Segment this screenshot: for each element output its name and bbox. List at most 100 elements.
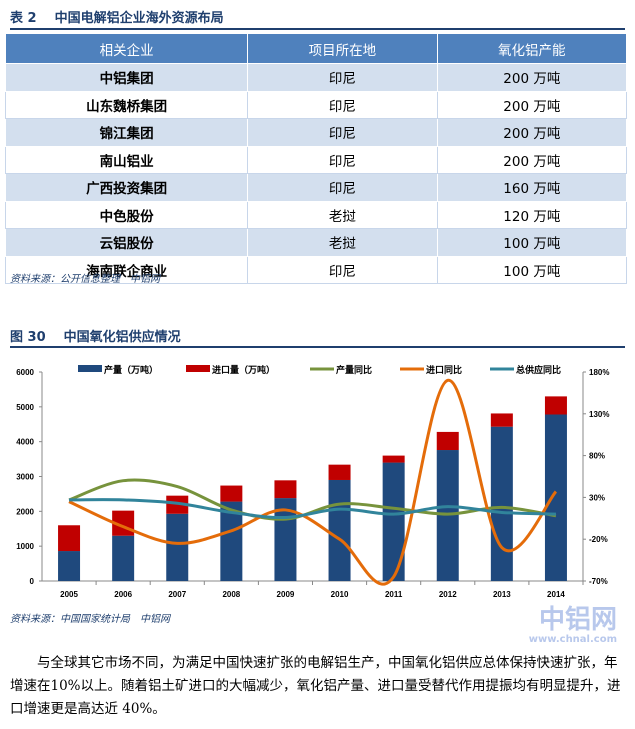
legend-label: 总供应同比 [516, 364, 561, 375]
bar-production [544, 414, 567, 581]
bar-import [544, 396, 567, 415]
table-cell: 云铝股份 [4, 228, 249, 257]
table-cell: 印尼 [247, 63, 438, 92]
bar-production [220, 501, 243, 581]
line-series-2 [69, 498, 556, 520]
figure-number: 图 30 [10, 330, 46, 345]
table-cell: 老挝 [247, 228, 438, 257]
column-header: 相关企业 [4, 33, 249, 64]
x-tick-label: 2012 [439, 590, 457, 599]
table-cell: 160 万吨 [436, 173, 628, 202]
table-row: 中铝集团 印尼 200 万吨 [4, 63, 628, 92]
table-cell: 100 万吨 [436, 228, 628, 257]
chart: 0 1000 2000 3000 4000 5000 6000 -70% -20% 30% 80% 1… [16, 364, 609, 599]
legend-label: 产量（万吨） [104, 364, 158, 375]
table-row: 云铝股份 老挝 100 万吨 [4, 228, 628, 257]
divider [10, 28, 625, 30]
body-paragraph: 与全球其它市场不同，为满足中国快速扩张的电解铝生产，中国氧化铝供应总体保持快速扩… [10, 655, 621, 717]
legend-swatch [186, 365, 210, 372]
figure-caption: 图 30 中国氧化铝供应情况 [10, 326, 199, 345]
table-cell: 印尼 [247, 255, 438, 284]
table-header: 相关企业 项目所在地 氧化铝产能 [4, 33, 628, 64]
table-cell: 南山铝业 [4, 145, 249, 174]
table-row: 锦江集团 印尼 200 万吨 [4, 118, 628, 147]
column-header: 项目所在地 [247, 33, 438, 64]
legend-label: 进口同比 [426, 364, 462, 375]
x-tick-label: 2005 [60, 590, 78, 599]
legend-label: 进口量（万吨） [212, 364, 275, 375]
x-tick-label: 2009 [277, 590, 295, 599]
y-left-tick-label: 5000 [16, 403, 34, 412]
x-tick-label: 2013 [493, 590, 511, 599]
table-title: 中国电解铝企业海外资源布局 [54, 11, 224, 26]
bar-production [490, 426, 513, 581]
x-tick-label: 2007 [168, 590, 186, 599]
y-right-tick-label: -20% [589, 535, 608, 544]
bar-import [328, 464, 351, 480]
table-row: 海南联企商业 印尼 100 万吨 [4, 255, 628, 284]
x-tick-label: 2008 [222, 590, 240, 599]
bar-production [328, 479, 351, 581]
figure-source: 资料来源：中国国家统计局 中铝网 [10, 614, 170, 625]
y-right-tick-label: 130% [589, 410, 609, 419]
table-number: 表 2 [10, 11, 37, 26]
figure-title: 中国氧化铝供应情况 [63, 330, 181, 345]
x-tick-label: 2011 [385, 590, 403, 599]
x-tick-label: 2014 [547, 590, 565, 599]
y-right-tick-label: 30% [589, 493, 605, 502]
watermark-url: www.chnal.com [528, 634, 617, 645]
y-right-tick-label: 80% [589, 452, 605, 461]
x-tick-label: 2010 [331, 590, 349, 599]
table-cell: 山东魏桥集团 [4, 90, 249, 119]
table-cell: 印尼 [247, 90, 438, 119]
watermark-text: 中铝网 [538, 605, 617, 635]
line-series-1 [68, 378, 558, 586]
table-cell: 200 万吨 [436, 63, 628, 92]
bar-import [274, 480, 297, 499]
y-left-tick-label: 0 [30, 577, 35, 586]
table-cell: 中色股份 [4, 200, 249, 229]
bar-production [112, 535, 135, 581]
bar-import [490, 413, 513, 427]
column-header: 氧化铝产能 [436, 33, 628, 64]
y-left-tick-label: 6000 [16, 368, 34, 377]
x-tick-label: 2006 [114, 590, 132, 599]
table-row: 中色股份 老挝 120 万吨 [4, 200, 628, 229]
table-cell: 100 万吨 [436, 255, 628, 284]
bar-import [220, 485, 243, 502]
table-source: 资料来源：公开信息整理 中铝网 [10, 274, 160, 285]
y-right-tick-label: -70% [589, 577, 608, 586]
table-cell: 200 万吨 [436, 90, 628, 119]
table-cell: 中铝集团 [4, 63, 249, 92]
divider [10, 346, 625, 348]
table-cell: 印尼 [247, 118, 438, 147]
bar-import [436, 431, 459, 451]
table-cell: 老挝 [247, 200, 438, 229]
y-left-tick-label: 1000 [16, 542, 34, 551]
table-caption: 表 2 中国电解铝企业海外资源布局 [10, 7, 242, 26]
table-cell: 200 万吨 [436, 118, 628, 147]
bar-production [382, 462, 405, 581]
bar-production [166, 513, 189, 581]
data-table: 相关企业 项目所在地 氧化铝产能 中铝集团 印尼 200 万吨 山东魏桥集团 印尼 200 万… [4, 33, 628, 284]
table-cell: 120 万吨 [436, 200, 628, 229]
y-left-tick-label: 3000 [16, 473, 34, 482]
bar-production [58, 551, 81, 581]
bar-import [58, 525, 81, 552]
table-row: 山东魏桥集团 印尼 200 万吨 [4, 90, 628, 119]
y-left-tick-label: 2000 [16, 507, 34, 516]
table-cell: 锦江集团 [4, 118, 249, 147]
table-cell: 印尼 [247, 173, 438, 202]
table-cell: 印尼 [247, 145, 438, 174]
legend-swatch [78, 365, 102, 372]
legend-label: 产量同比 [336, 364, 372, 375]
y-left-tick-label: 4000 [16, 438, 34, 447]
watermark-logo: 中铝网 www.chnal.com [529, 606, 617, 646]
table-cell: 200 万吨 [436, 145, 628, 174]
bar-import [382, 455, 405, 463]
table-cell: 海南联企商业 [4, 255, 249, 284]
table-cell: 广西投资集团 [4, 173, 249, 202]
y-right-tick-label: 180% [589, 368, 609, 377]
table-row: 广西投资集团 印尼 160 万吨 [4, 173, 628, 202]
table-row: 南山铝业 印尼 200 万吨 [4, 145, 628, 174]
